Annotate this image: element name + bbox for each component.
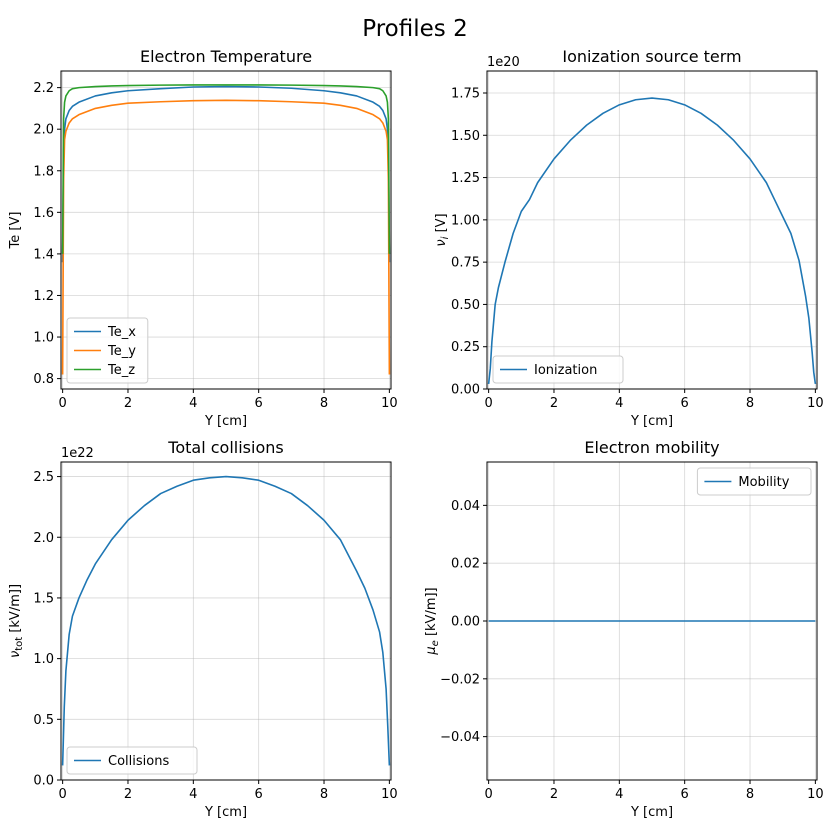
x-axis-label: Y [cm] — [630, 414, 673, 429]
y-tick-label: 1.2 — [33, 289, 54, 304]
legend: Mobility — [696, 467, 812, 496]
axis-offset-text: 1e22 — [61, 446, 94, 461]
y-tick-label: 0.02 — [451, 557, 480, 572]
legend: Ionization — [492, 355, 624, 384]
x-tick-label: 6 — [681, 787, 689, 802]
subplot-title: Electron Temperature — [140, 47, 312, 66]
y-tick-label: 0.00 — [451, 383, 480, 398]
x-tick-label: 4 — [189, 787, 197, 802]
x-tick-label: 0 — [484, 787, 492, 802]
x-tick-label: 10 — [381, 396, 398, 411]
subplots: 0 2 4 6 8 10 0.8 1.0 1.2 1.4 1.6 1.8 2.0 2.2 Electron … — [8, 47, 824, 820]
subplot-title: Total collisions — [167, 438, 283, 457]
y-tick-label: 2.0 — [33, 531, 54, 546]
series-line-collisions — [61, 475, 391, 766]
x-tick-label: 4 — [189, 396, 197, 411]
y-tick-label: 0.50 — [451, 298, 480, 313]
axes-frame — [60, 70, 392, 390]
y-tick-label: 1.0 — [33, 331, 54, 346]
y-tick-label: 1.5 — [33, 591, 54, 606]
subplot-title: Electron mobility — [584, 438, 719, 457]
x-tick-label: 6 — [255, 787, 263, 802]
y-tick-label: 2.5 — [33, 470, 54, 485]
x-tick-label: 8 — [746, 787, 754, 802]
y-axis-label: μe [kV/m]] — [424, 587, 441, 655]
series-line-te_z — [61, 84, 391, 254]
x-axis-label: Y [cm] — [204, 805, 247, 820]
x-tick-label: 0 — [58, 787, 66, 802]
y-axis-label: νi [V] — [434, 213, 451, 246]
y-tick-label: −0.04 — [440, 730, 480, 745]
y-tick-label: 0.5 — [33, 713, 54, 728]
y-tick-label: 1.8 — [33, 164, 54, 179]
y-tick-label: 1.6 — [33, 206, 54, 221]
legend: Collisions — [66, 746, 198, 775]
x-tick-label: 10 — [807, 396, 824, 411]
x-tick-label: 2 — [550, 787, 558, 802]
x-tick-label: 8 — [746, 396, 754, 411]
y-tick-label: 0.00 — [451, 615, 480, 630]
axes-frame — [60, 461, 392, 781]
y-tick-label: 1.25 — [451, 171, 480, 186]
y-tick-label: 1.0 — [33, 652, 54, 667]
x-tick-label: 8 — [320, 396, 328, 411]
subplot-ion: 0 2 4 6 8 10 0.00 0.25 0.50 0.75 1.00 1.25 1.50 1.75 I… — [434, 47, 824, 429]
subplot-mob: 0 2 4 6 8 10 −0.04 −0.02 0.00 0.02 0.04 Electron mo… — [424, 438, 824, 820]
x-axis-label: Y [cm] — [630, 805, 673, 820]
legend-label-te_x: Te_x — [107, 325, 136, 340]
y-tick-label: 1.00 — [451, 213, 480, 228]
legend-box — [492, 355, 624, 384]
legend-label-mobility: Mobility — [738, 475, 789, 490]
y-axis-label: νtot [kV/m]] — [8, 584, 25, 658]
x-axis-label: Y [cm] — [204, 414, 247, 429]
x-tick-label: 2 — [550, 396, 558, 411]
x-tick-label: 6 — [255, 396, 263, 411]
y-tick-label: 0.75 — [451, 256, 480, 271]
x-tick-label: 4 — [615, 787, 623, 802]
y-tick-label: 0.8 — [33, 372, 54, 387]
x-tick-label: 10 — [381, 787, 398, 802]
series-line-te_y — [61, 99, 391, 375]
series-line-ionization — [487, 97, 817, 385]
x-tick-label: 6 — [681, 396, 689, 411]
legend-label-ionization: Ionization — [534, 363, 597, 378]
y-tick-label: 1.4 — [33, 247, 54, 262]
legend-label-collisions: Collisions — [108, 754, 169, 769]
y-axis-label: Te [V] — [8, 212, 23, 250]
y-tick-label: −0.02 — [440, 672, 480, 687]
x-tick-label: 0 — [484, 396, 492, 411]
subplot-title: Ionization source term — [562, 47, 741, 66]
legend-box — [696, 467, 812, 496]
y-tick-label: 0.04 — [451, 499, 480, 514]
subplot-te: 0 2 4 6 8 10 0.8 1.0 1.2 1.4 1.6 1.8 2.0 2.2 Electron … — [8, 47, 398, 429]
legend-label-te_y: Te_y — [107, 344, 136, 359]
x-tick-label: 2 — [124, 787, 132, 802]
x-tick-label: 8 — [320, 787, 328, 802]
axis-offset-text: 1e20 — [487, 55, 520, 70]
x-tick-label: 4 — [615, 396, 623, 411]
legend-box — [66, 317, 149, 384]
legend-label-te_z: Te_z — [107, 363, 135, 378]
x-tick-label: 10 — [807, 787, 824, 802]
legend: Te_x Te_y Te_z — [66, 317, 149, 384]
x-tick-label: 0 — [58, 396, 66, 411]
y-tick-label: 2.2 — [33, 81, 54, 96]
y-tick-label: 2.0 — [33, 123, 54, 138]
series-line-te_x — [61, 85, 391, 263]
y-tick-label: 0.25 — [451, 340, 480, 355]
subplot-coll: 0 2 4 6 8 10 0.0 0.5 1.0 1.5 2.0 2.5 Total collision… — [8, 438, 398, 820]
y-tick-label: 1.75 — [451, 86, 480, 101]
x-tick-label: 2 — [124, 396, 132, 411]
y-tick-label: 0.0 — [33, 774, 54, 789]
legend-box — [66, 746, 198, 775]
y-tick-label: 1.50 — [451, 129, 480, 144]
axes-frame — [486, 70, 818, 390]
figure-suptitle: Profiles 2 — [362, 16, 467, 42]
